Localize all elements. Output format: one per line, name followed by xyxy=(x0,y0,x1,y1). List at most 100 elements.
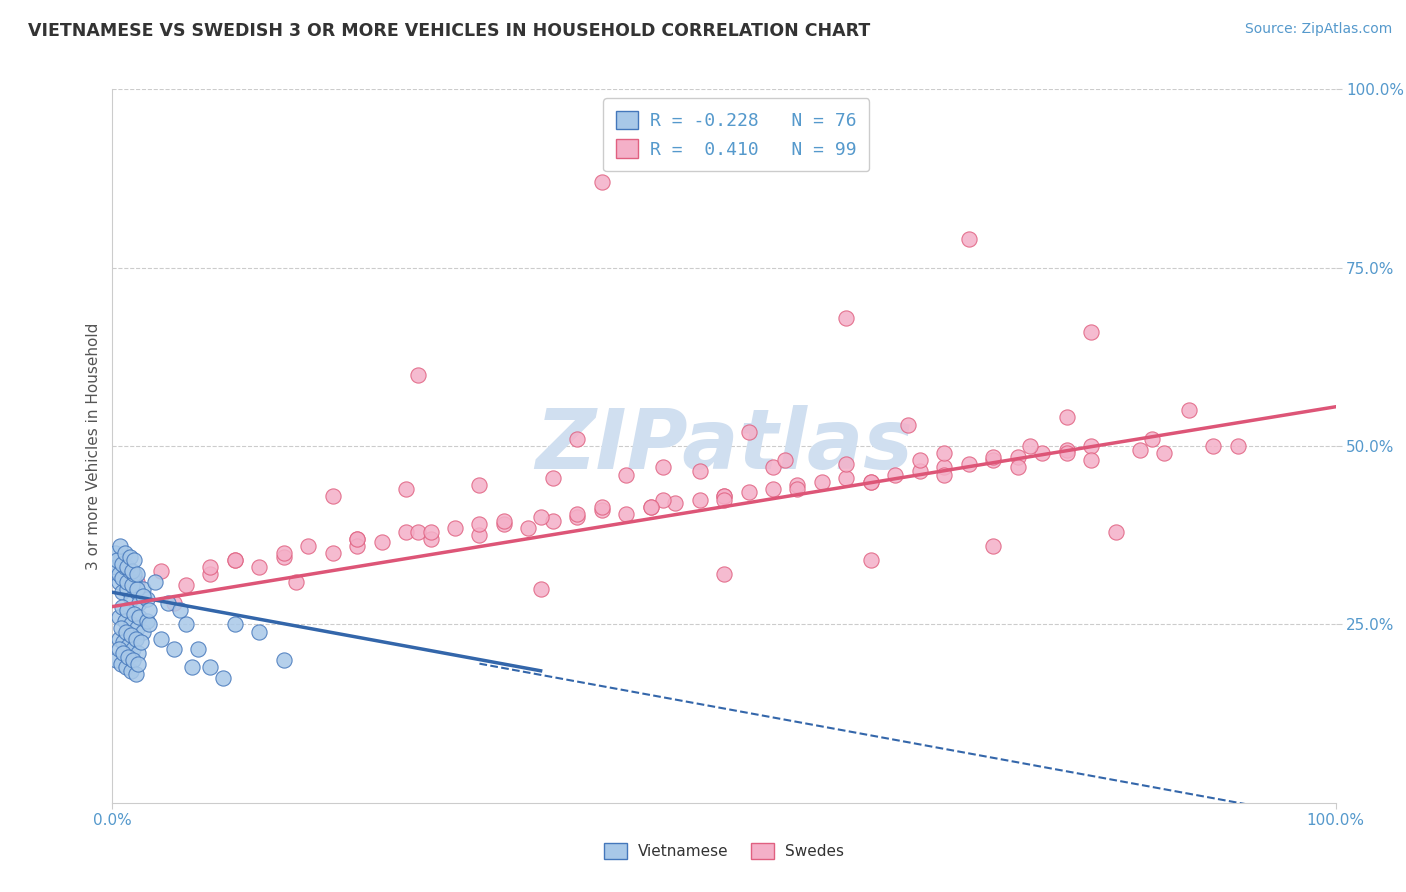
Point xyxy=(591,503,613,517)
Point xyxy=(689,464,711,478)
Point xyxy=(468,528,491,542)
Point xyxy=(114,614,136,628)
Point xyxy=(492,514,515,528)
Point xyxy=(346,539,368,553)
Legend: Vietnamese, Swedes: Vietnamese, Swedes xyxy=(596,835,852,866)
Point xyxy=(120,617,142,632)
Point xyxy=(934,467,956,482)
Point xyxy=(110,621,132,635)
Point xyxy=(762,482,785,496)
Point xyxy=(835,457,858,471)
Point xyxy=(664,496,686,510)
Point xyxy=(284,574,308,589)
Point xyxy=(652,460,675,475)
Point xyxy=(115,660,138,674)
Point xyxy=(110,657,132,671)
Point xyxy=(884,467,907,482)
Point xyxy=(107,567,129,582)
Point xyxy=(322,546,344,560)
Point xyxy=(737,485,759,500)
Point xyxy=(115,582,138,596)
Point xyxy=(124,607,146,621)
Point xyxy=(125,667,148,681)
Point xyxy=(122,642,145,657)
Point xyxy=(419,524,441,539)
Point xyxy=(859,475,882,489)
Point xyxy=(395,524,418,539)
Point xyxy=(117,649,139,664)
Point xyxy=(118,549,141,564)
Point xyxy=(591,175,613,189)
Point xyxy=(125,621,148,635)
Point xyxy=(125,582,148,596)
Point xyxy=(981,539,1004,553)
Point xyxy=(108,553,131,567)
Point xyxy=(713,567,735,582)
Point xyxy=(811,475,834,489)
Point xyxy=(108,539,131,553)
Point xyxy=(132,582,155,596)
Point xyxy=(981,450,1004,464)
Point xyxy=(112,635,135,649)
Point xyxy=(1104,524,1126,539)
Point xyxy=(468,517,491,532)
Point xyxy=(492,517,515,532)
Point xyxy=(859,553,882,567)
Point xyxy=(127,646,149,660)
Point xyxy=(273,549,295,564)
Point xyxy=(135,592,157,607)
Y-axis label: 3 or more Vehicles in Household: 3 or more Vehicles in Household xyxy=(86,322,101,570)
Point xyxy=(224,617,246,632)
Point xyxy=(408,368,430,382)
Point xyxy=(541,514,564,528)
Point xyxy=(129,635,152,649)
Point xyxy=(395,482,418,496)
Point xyxy=(859,475,882,489)
Point xyxy=(125,567,148,582)
Point xyxy=(138,603,160,617)
Point xyxy=(105,553,128,567)
Point xyxy=(835,471,858,485)
Point xyxy=(1202,439,1225,453)
Point xyxy=(132,624,155,639)
Point xyxy=(1129,442,1152,457)
Point xyxy=(115,574,138,589)
Point xyxy=(135,614,157,628)
Point xyxy=(125,585,148,599)
Point xyxy=(934,446,956,460)
Point xyxy=(640,500,662,514)
Point xyxy=(128,596,150,610)
Point xyxy=(181,660,204,674)
Point xyxy=(115,624,138,639)
Point xyxy=(169,603,191,617)
Point xyxy=(115,603,138,617)
Point xyxy=(105,653,128,667)
Point xyxy=(786,478,808,492)
Point xyxy=(1178,403,1201,417)
Point xyxy=(444,521,467,535)
Point xyxy=(835,310,858,325)
Point xyxy=(143,574,166,589)
Point xyxy=(908,464,931,478)
Point xyxy=(107,642,129,657)
Point xyxy=(117,639,139,653)
Point xyxy=(591,500,613,514)
Point xyxy=(174,578,197,592)
Point xyxy=(297,539,319,553)
Point xyxy=(114,560,136,574)
Text: Source: ZipAtlas.com: Source: ZipAtlas.com xyxy=(1244,22,1392,37)
Point xyxy=(163,642,186,657)
Point xyxy=(567,510,589,524)
Point xyxy=(122,653,145,667)
Point xyxy=(224,553,246,567)
Point xyxy=(1056,446,1078,460)
Point xyxy=(138,617,160,632)
Point xyxy=(346,532,368,546)
Point xyxy=(652,492,675,507)
Point xyxy=(897,417,920,432)
Point xyxy=(1153,446,1175,460)
Point xyxy=(107,610,129,624)
Point xyxy=(150,632,173,646)
Point xyxy=(567,432,589,446)
Point xyxy=(114,567,136,582)
